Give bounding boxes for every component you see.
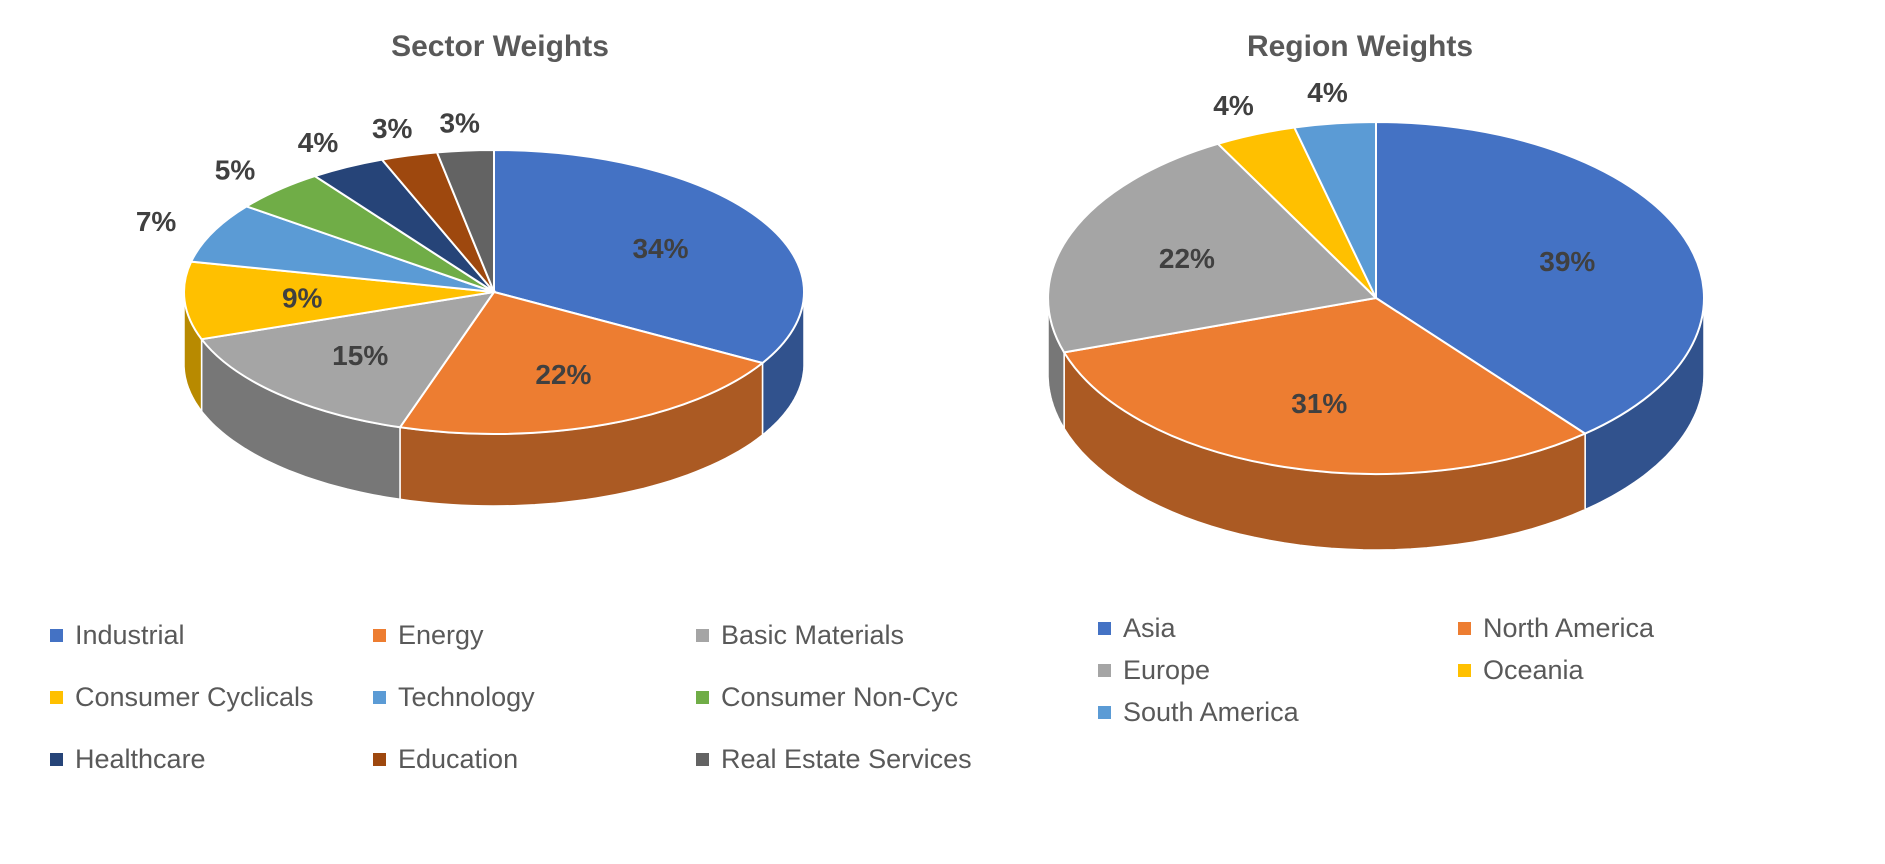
legend-item-europe: Europe [1098, 655, 1210, 686]
data-label-energy: 22% [535, 359, 591, 390]
legend-label: Healthcare [75, 744, 206, 774]
legend-swatch [1098, 706, 1111, 719]
data-label-real-estate-services: 3% [439, 107, 480, 138]
legend-item-consumer-cyclicals: Consumer Cyclicals [50, 682, 314, 713]
legend-label: Energy [398, 620, 484, 650]
sector-chart-title: Sector Weights [391, 30, 609, 63]
legend-swatch [373, 629, 386, 642]
data-label-healthcare: 4% [298, 127, 339, 158]
legend-label: Technology [398, 682, 535, 712]
pie-slice-energy [398, 290, 765, 435]
legend-item-technology: Technology [373, 682, 535, 713]
legend-swatch [696, 691, 709, 704]
legend-item-healthcare: Healthcare [50, 744, 206, 775]
sector-pie: 34% 22% 15% 9% 7% 5% 4% 3% 3% [136, 107, 806, 507]
legend-label: North America [1483, 613, 1655, 643]
region-pie: 39% 31% 22% 4% 4% [1047, 77, 1705, 551]
legend-swatch [1458, 664, 1471, 677]
legend-item-consumer-non-cyc: Consumer Non-Cyc [696, 682, 958, 713]
legend-label: Industrial [75, 620, 185, 650]
legend-label: Asia [1123, 613, 1176, 643]
pie-slice-real-estate-services [435, 148, 495, 293]
data-label-consumer-non-cyc: 5% [215, 155, 256, 186]
legend-item-oceania: Oceania [1458, 655, 1584, 686]
legend-label: Europe [1123, 655, 1211, 685]
data-label-asia: 39% [1539, 246, 1595, 277]
data-label-consumer-cyclicals: 9% [282, 282, 323, 313]
legend-label: South America [1123, 697, 1299, 727]
legend-swatch [50, 753, 63, 766]
legend-swatch [1458, 622, 1471, 635]
data-label-technology: 7% [136, 206, 177, 237]
legend-swatch [1098, 664, 1111, 677]
legend-item-real-estate-services: Real Estate Services [696, 744, 972, 775]
legend-item-energy: Energy [373, 620, 484, 651]
legend-swatch [1098, 622, 1111, 635]
legend-item-north-america: North America [1458, 613, 1654, 644]
data-label-oceania: 4% [1213, 90, 1254, 121]
legend-label: Consumer Non-Cyc [721, 682, 959, 712]
data-label-south-america: 4% [1307, 77, 1348, 108]
legend-item-education: Education [373, 744, 518, 775]
pie-slice-north-america [1062, 296, 1588, 475]
pie-slice-europe [1047, 142, 1379, 354]
legend-swatch [373, 753, 386, 766]
data-label-europe: 22% [1159, 243, 1215, 274]
legend-label: Basic Materials [721, 620, 905, 650]
legend-swatch [50, 629, 63, 642]
legend-item-basic-materials: Basic Materials [696, 620, 904, 651]
legend-swatch [696, 753, 709, 766]
region-chart-title: Region Weights [1246, 30, 1474, 63]
pie-slice-south-america [1292, 120, 1377, 299]
data-label-basic-materials: 15% [332, 340, 388, 371]
pie-slice-technology [189, 205, 495, 293]
legend-label: Education [398, 744, 519, 774]
data-label-education: 3% [372, 113, 413, 144]
pie-slice-asia [1375, 120, 1705, 435]
legend-swatch [50, 691, 63, 704]
legend-swatch [373, 691, 386, 704]
pie-slice-consumer-cyclicals [183, 260, 495, 341]
legend-swatch [696, 629, 709, 642]
data-label-industrial: 34% [632, 233, 688, 264]
legend-item-asia: Asia [1098, 613, 1176, 644]
legend-label: Consumer Cyclicals [75, 682, 314, 712]
pie-slice-industrial [493, 148, 806, 365]
pie-slice-basic-materials [199, 290, 497, 429]
legend-label: Real Estate Services [721, 744, 972, 774]
legend-item-industrial: Industrial [50, 620, 185, 651]
legend-item-south-america: South America [1098, 697, 1299, 728]
data-label-north-america: 31% [1291, 388, 1347, 419]
legend-label: Oceania [1483, 655, 1584, 685]
